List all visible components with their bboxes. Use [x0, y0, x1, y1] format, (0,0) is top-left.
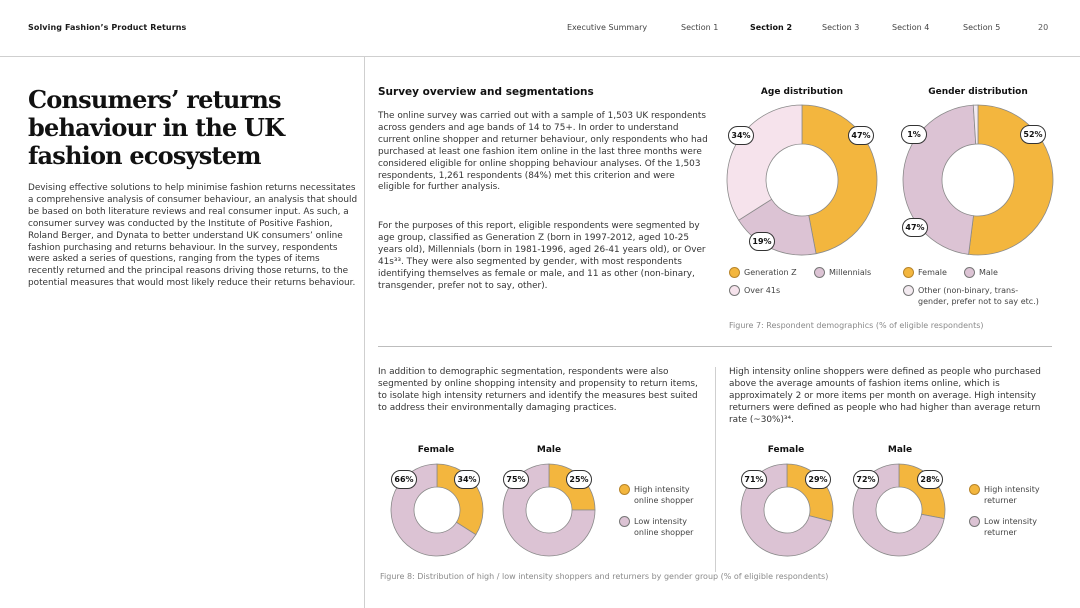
shopper-male-low-label: 75%: [503, 469, 529, 489]
returner-female-high-label: 29%: [805, 469, 831, 489]
survey-paragraph-2: For the purposes of this report, eligibl…: [378, 221, 706, 291]
donut-slice-other: [972, 104, 979, 145]
survey-paragraph-1: The online survey was carried out with a…: [378, 111, 708, 193]
nav-section-3[interactable]: Section 3: [822, 23, 860, 32]
gender-label-female: 52%: [1020, 124, 1046, 144]
returner-female-title: Female: [767, 445, 805, 455]
returner-male-low-label: 72%: [853, 469, 879, 489]
returner-male-high-label: 28%: [917, 469, 943, 489]
shopper-female-title: Female: [417, 445, 455, 455]
nav-section-5[interactable]: Section 5: [963, 23, 1001, 32]
section-heading: Survey overview and segmentations: [378, 86, 594, 98]
returner-male-title: Male: [887, 445, 913, 455]
legend-swatch: [619, 516, 630, 527]
figure7-caption: Figure 7: Respondent demographics (% of …: [729, 321, 984, 330]
legend-over-41s: Over 41s: [729, 284, 809, 298]
legend-swatch: [903, 285, 914, 296]
legend-high-intensity-returner: High intensity returner: [969, 483, 1064, 507]
donut-slice-over-41s: [726, 104, 803, 221]
figure8-divider: [715, 367, 716, 572]
page-title: Consumers’ returns behaviour in the UK f…: [28, 85, 285, 170]
legend-label: returner: [984, 528, 1017, 537]
legend-label: online shopper: [634, 528, 694, 537]
figure8-caption: Figure 8: Distribution of high / low int…: [380, 572, 829, 581]
gender-chart-title: Gender distribution: [928, 87, 1028, 97]
legend-label: Millennials: [829, 268, 872, 277]
returner-female-low-label: 71%: [741, 469, 767, 489]
legend-swatch: [729, 267, 740, 278]
column-divider: [364, 57, 365, 608]
shopper-female-low-label: 66%: [391, 469, 417, 489]
legend-label: Male: [979, 268, 998, 277]
intensity-definition-paragraph: High intensity online shoppers were defi…: [729, 367, 1041, 425]
age-label-millennials: 19%: [749, 231, 775, 251]
legend-label: online shopper: [634, 496, 694, 505]
legend-label: Female: [918, 268, 947, 277]
legend-generation-z: Generation Z: [729, 266, 819, 280]
legend-swatch: [814, 267, 825, 278]
legend-female: Female: [903, 266, 963, 280]
report-title: Solving Fashion’s Product Returns: [28, 23, 187, 32]
legend-swatch: [729, 285, 740, 296]
legend-label: High intensity: [984, 485, 1040, 494]
figure-divider: [378, 346, 1052, 347]
donut-slice-low: [740, 463, 833, 557]
legend-swatch: [969, 516, 980, 527]
legend-label: Low intensity: [984, 517, 1037, 526]
legend-swatch: [619, 484, 630, 495]
page-number: 20: [1038, 23, 1049, 32]
header-bar: Solving Fashion’s Product Returns Execut…: [0, 0, 1080, 57]
age-label-genz: 47%: [848, 125, 874, 145]
legend-label: Generation Z: [744, 268, 797, 277]
legend-label: Other (non-binary, trans-: [918, 286, 1019, 295]
legend-label: High intensity: [634, 485, 690, 494]
legend-label: gender, prefer not to say etc.): [918, 297, 1039, 306]
legend-male: Male: [964, 266, 1024, 280]
donut-slice-low: [852, 463, 945, 557]
donut-slice-low: [502, 463, 596, 557]
legend-label: Low intensity: [634, 517, 687, 526]
legend-swatch: [969, 484, 980, 495]
returner-male-donut: [852, 463, 946, 557]
intro-paragraph: Devising effective solutions to help min…: [28, 183, 358, 289]
legend-low-intensity-shopper: Low intensity online shopper: [619, 515, 714, 539]
segmentation-paragraph: In addition to demographic segmentation,…: [378, 367, 698, 413]
shopper-female-high-label: 34%: [454, 469, 480, 489]
nav-section-1[interactable]: Section 1: [681, 23, 719, 32]
legend-swatch: [903, 267, 914, 278]
legend-label: Over 41s: [744, 286, 781, 295]
age-label-over41: 34%: [728, 125, 754, 145]
legend-swatch: [964, 267, 975, 278]
legend-label: returner: [984, 496, 1017, 505]
nav-executive-summary[interactable]: Executive Summary: [567, 23, 648, 32]
legend-other: Other (non-binary, trans- gender, prefer…: [903, 284, 1053, 308]
legend-millennials: Millennials: [814, 266, 894, 280]
shopper-male-title: Male: [536, 445, 562, 455]
legend-high-intensity-shopper: High intensity online shopper: [619, 483, 714, 507]
shopper-male-high-label: 25%: [566, 469, 592, 489]
gender-label-other: 1%: [901, 124, 927, 144]
legend-low-intensity-returner: Low intensity returner: [969, 515, 1064, 539]
gender-label-male: 47%: [902, 217, 928, 237]
nav-section-2[interactable]: Section 2: [750, 23, 793, 32]
nav-section-4[interactable]: Section 4: [892, 23, 930, 32]
age-chart-title: Age distribution: [760, 87, 844, 97]
returner-female-donut: [740, 463, 834, 557]
